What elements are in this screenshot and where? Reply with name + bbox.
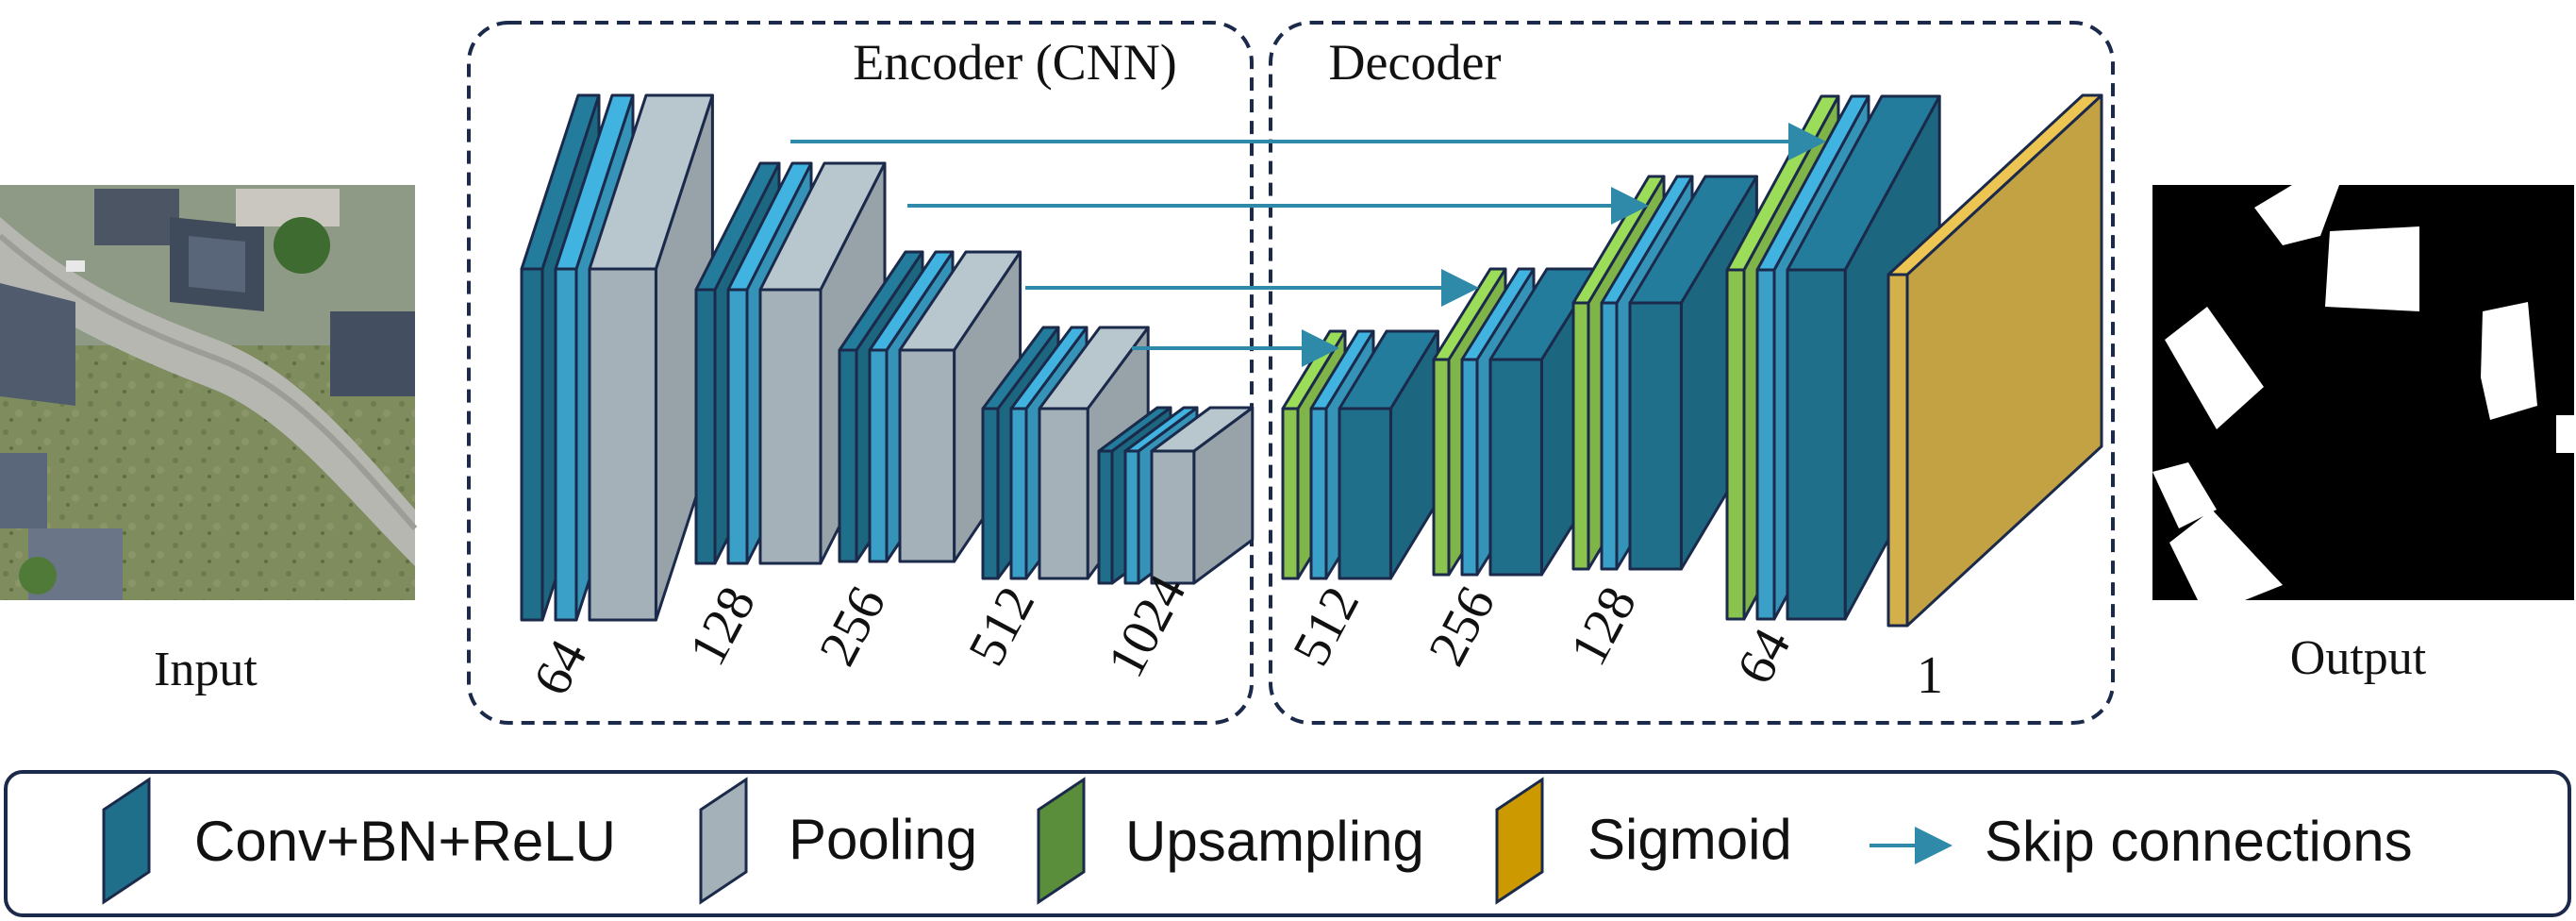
decoder-title: Decoder — [1329, 34, 1502, 91]
encoder-frame — [467, 21, 1254, 725]
network-blocks — [520, 93, 2103, 628]
legend-pooling-label: Pooling — [789, 808, 977, 871]
decoder-frame — [1269, 21, 2115, 725]
legend-frame — [4, 770, 2571, 917]
enc-channel-label-64: 64 — [523, 630, 599, 705]
legend-pooling-swatch — [699, 777, 748, 905]
enc-channel-label-128: 128 — [678, 578, 767, 675]
legend-upsampling-label: Upsampling — [1125, 810, 1424, 873]
input-aerial-image — [0, 185, 418, 600]
legend-conv-label: Conv+BN+ReLU — [194, 810, 616, 873]
dec-channel-label-64: 64 — [1726, 619, 1803, 694]
legend-sigmoid-label: Sigmoid — [1587, 808, 1792, 871]
dec-1-sigmoid-block — [1886, 93, 2103, 628]
input-label: Input — [154, 643, 258, 696]
legend-upsampling-swatch — [1037, 777, 1086, 905]
output-segmentation-mask — [2152, 185, 2574, 600]
dec-channel-label-256: 256 — [1418, 578, 1506, 675]
dec-channel-label-128: 128 — [1559, 578, 1648, 675]
encoder-title: Encoder (CNN) — [853, 34, 1176, 91]
skip-connections — [790, 123, 1826, 367]
enc-1024-block-pooling-3 — [1150, 406, 1255, 585]
legend: Conv+BN+ReLU Pooling Upsampling Sigmoid … — [4, 770, 2571, 917]
dec-channel-label-1: 1 — [1917, 646, 1943, 705]
legend-sigmoid-swatch — [1495, 777, 1544, 905]
enc-64-block-pooling-3 — [588, 93, 714, 622]
enc-channel-label-256: 256 — [808, 578, 897, 675]
enc-channel-label-512: 512 — [957, 578, 1046, 675]
legend-skip-label: Skip connections — [1985, 810, 2413, 873]
output-label: Output — [2290, 631, 2427, 685]
dec-512-block-conv-3 — [1338, 329, 1439, 580]
legend-conv-swatch — [102, 777, 151, 905]
dec-channel-label-512: 512 — [1282, 578, 1371, 675]
